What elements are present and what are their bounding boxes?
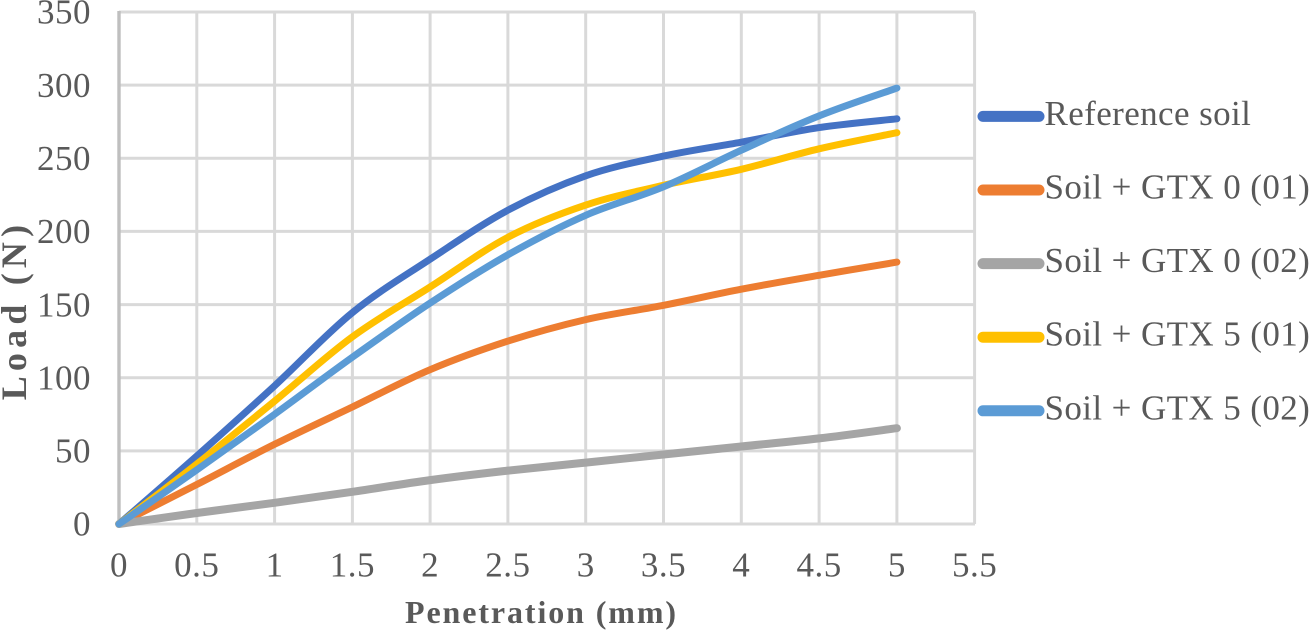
svg-text:2.5: 2.5 <box>485 546 530 585</box>
svg-text:300: 300 <box>37 66 91 105</box>
svg-text:4.5: 4.5 <box>796 546 841 585</box>
svg-text:Load (N): Load (N) <box>0 220 34 401</box>
svg-text:Soil + GTX 0 (01): Soil + GTX 0 (01) <box>1045 168 1310 207</box>
svg-text:350: 350 <box>37 0 91 32</box>
svg-text:0: 0 <box>73 505 91 544</box>
svg-text:Reference soil: Reference soil <box>1045 94 1252 133</box>
svg-text:200: 200 <box>37 212 91 251</box>
svg-text:50: 50 <box>55 432 91 471</box>
svg-text:0.5: 0.5 <box>174 546 219 585</box>
svg-text:100: 100 <box>37 358 91 397</box>
svg-text:2: 2 <box>421 546 439 585</box>
svg-text:3.5: 3.5 <box>641 546 686 585</box>
svg-text:4: 4 <box>732 546 750 585</box>
svg-text:1: 1 <box>266 546 284 585</box>
svg-text:1.5: 1.5 <box>330 546 375 585</box>
svg-text:Soil + GTX 5 (01): Soil + GTX 5 (01) <box>1045 315 1310 354</box>
svg-text:3: 3 <box>577 546 595 585</box>
svg-text:Soil + GTX 5 (02): Soil + GTX 5 (02) <box>1045 388 1310 427</box>
svg-text:Penetration (mm): Penetration (mm) <box>405 594 678 630</box>
svg-text:Soil + GTX 0 (02): Soil + GTX 0 (02) <box>1045 241 1310 280</box>
svg-text:250: 250 <box>37 139 91 178</box>
svg-text:0: 0 <box>110 546 128 585</box>
svg-text:5.5: 5.5 <box>952 546 997 585</box>
svg-text:150: 150 <box>37 285 91 324</box>
svg-text:5: 5 <box>888 546 906 585</box>
